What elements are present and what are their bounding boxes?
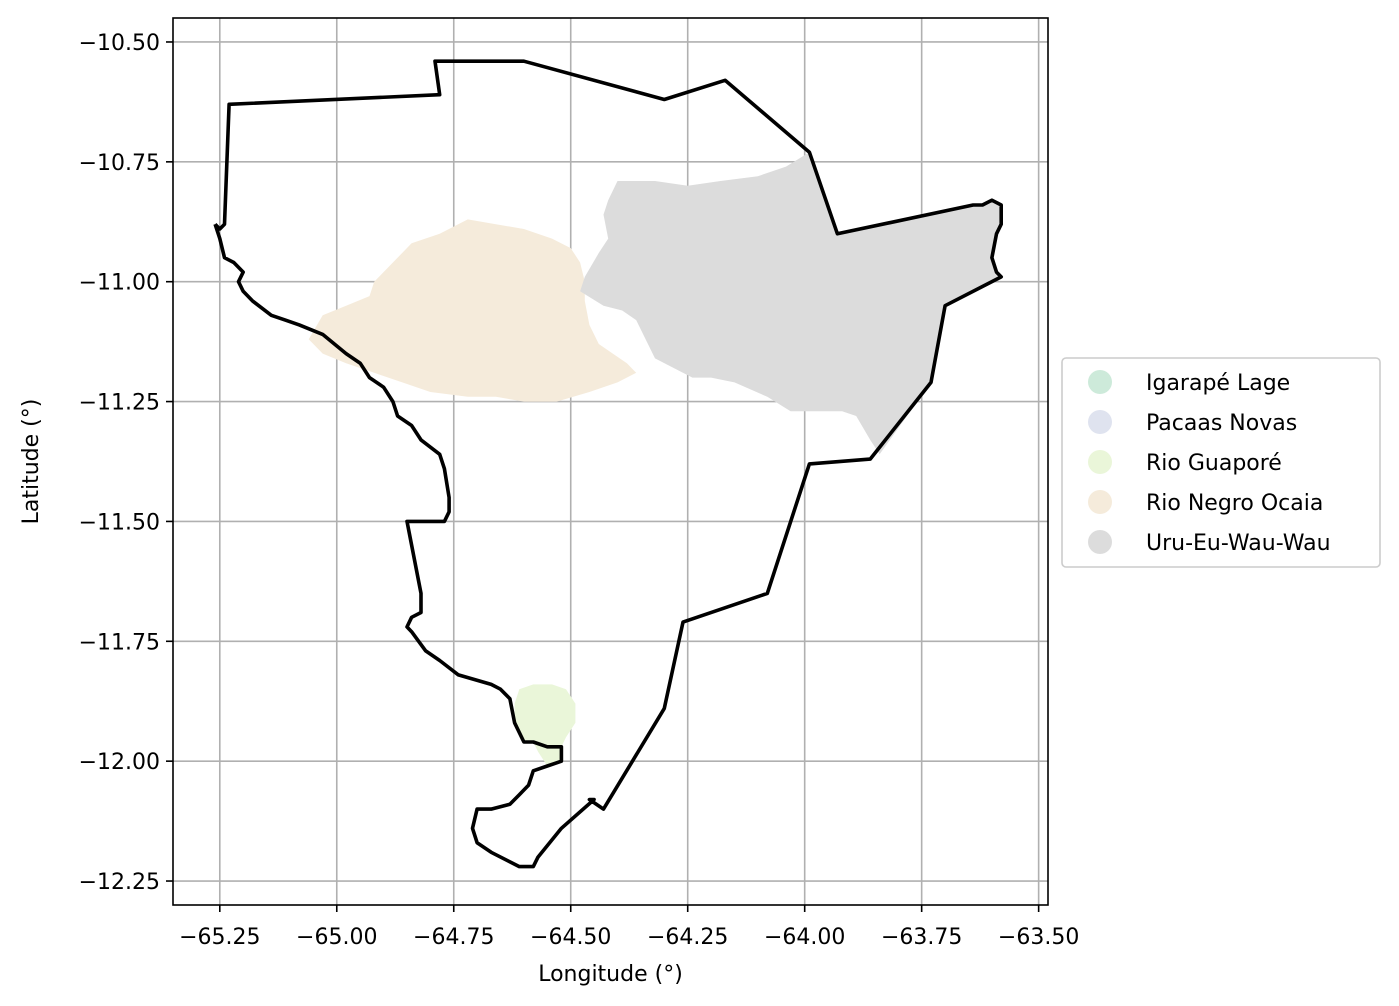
y-tick-label-3: −11.25 [79, 391, 160, 416]
legend-marker-0 [1088, 370, 1112, 394]
y-tick-label-6: −12.00 [79, 750, 160, 775]
x-tick-label-0: −65.25 [179, 925, 260, 950]
boundary-outline [213, 59, 1004, 869]
y-tick-label-4: −11.50 [79, 510, 160, 535]
area-rio-guapor- [514, 684, 576, 766]
legend-label-3: Rio Negro Ocaia [1146, 491, 1323, 516]
legend-marker-2 [1088, 450, 1112, 474]
legend-marker-3 [1088, 490, 1112, 514]
area-rio-negro-ocaia [308, 219, 637, 402]
x-tick-label-3: −64.50 [530, 925, 611, 950]
x-tick-label-7: −63.50 [998, 925, 1079, 950]
legend-marker-1 [1088, 410, 1112, 434]
territory-areas [308, 152, 1002, 766]
axes-frame [172, 17, 1049, 906]
y-tick-label-5: −11.75 [79, 630, 160, 655]
x-tick-label-5: −64.00 [764, 925, 845, 950]
legend-marker-4 [1088, 530, 1112, 554]
x-tick-label-1: −65.00 [296, 925, 377, 950]
x-tick-label-4: −64.25 [647, 925, 728, 950]
x-tick-label-6: −63.75 [881, 925, 962, 950]
axis-ticks: −65.25 −65.00 −64.75 −64.50 −64.25 −64.00 −63.… [79, 31, 1080, 950]
y-tick-label-1: −10.75 [79, 151, 160, 176]
y-tick-label-7: −12.25 [79, 870, 160, 895]
area-uru-eu-wau-wau [580, 152, 1002, 455]
x-tick-label-2: −64.75 [413, 925, 494, 950]
legend-label-4: Uru-Eu-Wau-Wau [1146, 531, 1331, 556]
legend-label-0: Igarapé Lage [1146, 371, 1290, 396]
legend-frame [1061, 357, 1381, 568]
grid-lines [173, 18, 1048, 905]
legend: Igarapé Lage Pacaas Novas Rio Guaporé Rio N… [1061, 357, 1381, 568]
state-boundary-line [213, 59, 1004, 869]
legend-label-1: Pacaas Novas [1146, 411, 1297, 436]
legend-label-2: Rio Guaporé [1146, 451, 1282, 476]
y-axis-label: Latitude (°) [19, 399, 44, 525]
y-tick-label-2: −11.00 [79, 271, 160, 296]
y-tick-label-0: −10.50 [79, 31, 160, 56]
x-axis-label: Longitude (°) [538, 962, 683, 987]
